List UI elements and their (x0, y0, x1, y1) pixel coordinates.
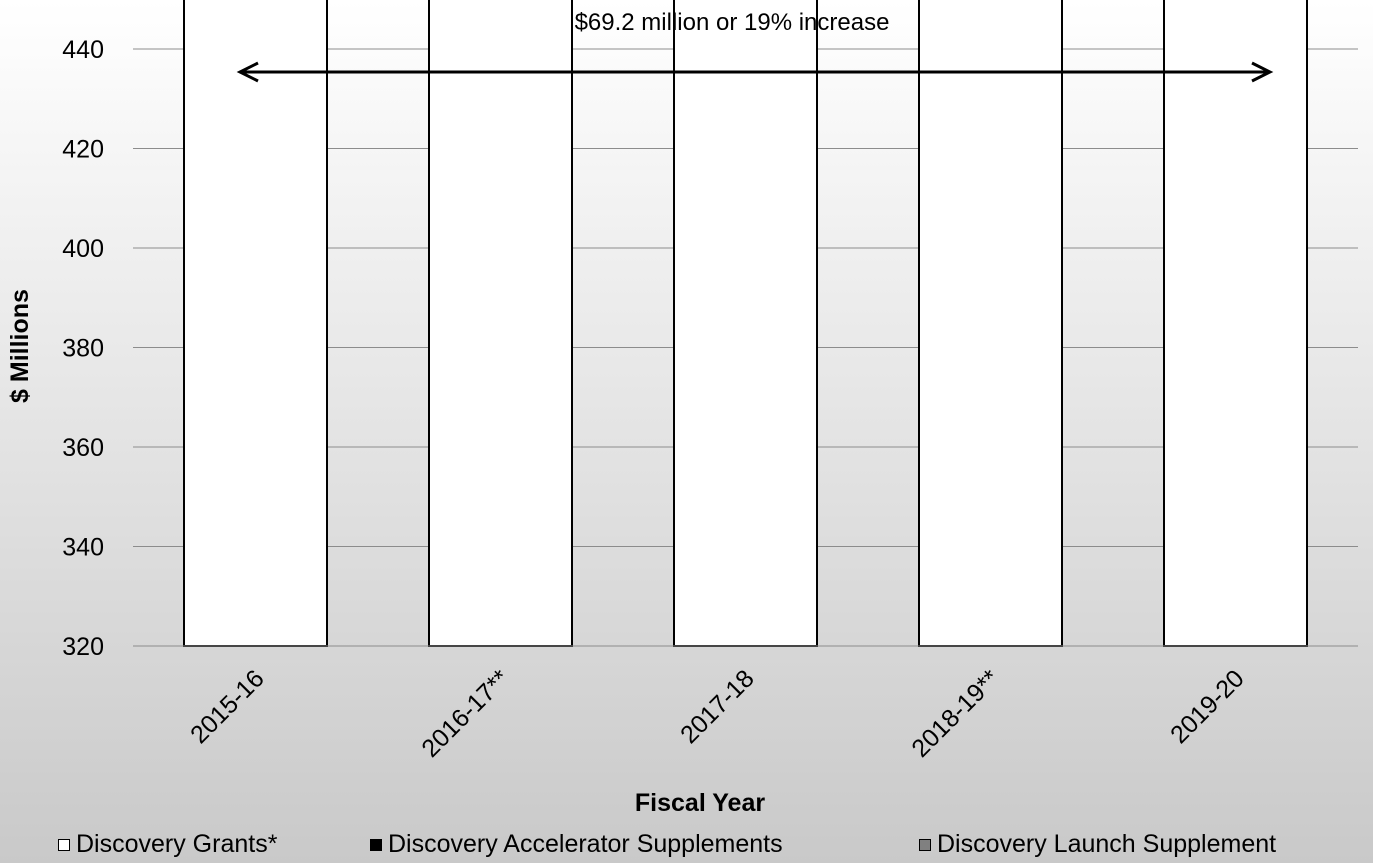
annotation-arrowhead-left (236, 61, 259, 83)
y-tick-label: 420 (62, 136, 104, 164)
annotation-layer: $69.2 million or 19% increase (236, 9, 1274, 83)
y-tick-label: 360 (62, 434, 104, 462)
bar-segment-grants (1163, 0, 1308, 647)
x-tick-label: 2017-18 (675, 664, 760, 749)
y-tick-label: 380 (62, 335, 104, 363)
x-tick-label: 2016-17** (416, 664, 515, 763)
legend-swatch-launch-supplement (919, 838, 931, 851)
y-tick-label: 440 (62, 36, 104, 64)
bar-segment-grants (428, 0, 573, 647)
y-tick-label: 400 (62, 235, 104, 263)
y-tick-label: 320 (62, 633, 104, 661)
bar-segment-grants (918, 0, 1063, 647)
legend-label-launch-supplement: Discovery Launch Supplement (937, 830, 1277, 858)
legend-item-discovery-grants: Discovery Grants* (58, 830, 277, 859)
legend-item-launch-supplement: Discovery Launch Supplement (919, 830, 1276, 859)
x-tick-label: 2018-19** (906, 664, 1005, 763)
annotation-arrowhead-right (1251, 61, 1274, 83)
annotation-text: $69.2 million or 19% increase (575, 9, 890, 36)
legend-item-accelerator-supplements: Discovery Accelerator Supplements (370, 830, 783, 859)
legend-swatch-accelerator-supplements (370, 838, 382, 851)
bar-segment-grants (183, 0, 328, 647)
x-tick-label: 2019-20 (1165, 664, 1250, 749)
y-tick-label: 340 (62, 534, 104, 562)
legend-swatch-discovery-grants (58, 838, 70, 851)
legend: Discovery Grants* Discovery Accelerator … (0, 830, 1373, 863)
y-axis-title: $ Millions (6, 289, 34, 403)
legend-label-accelerator-supplements: Discovery Accelerator Supplements (388, 830, 783, 858)
x-axis-title: Fiscal Year (635, 789, 765, 817)
legend-label-discovery-grants: Discovery Grants* (76, 830, 278, 858)
chart-svg: 320 340 360 380 400 420 440 2015-16 2016-17** 201… (6, 0, 1358, 817)
x-tick-label: 2015-16 (185, 664, 270, 749)
bars-layer (183, 0, 1308, 647)
bar-segment-grants (673, 0, 818, 647)
